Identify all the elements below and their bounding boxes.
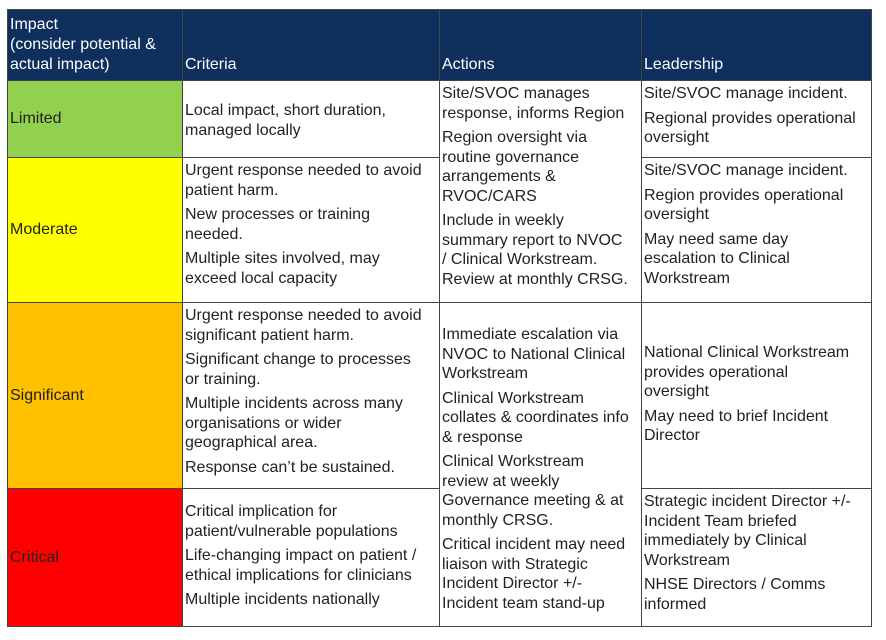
level-moderate: Moderate — [7, 157, 183, 303]
criteria-item: Urgent response needed to avoid signific… — [185, 307, 422, 344]
leadership-item: NHSE Directors / Comms informed — [644, 576, 826, 613]
leadership-item: Site/SVOC manage incident. — [644, 85, 848, 102]
level-limited: Limited — [7, 80, 183, 158]
header-impact-label: Impact (consider potential & actual impa… — [10, 16, 156, 73]
header-criteria-label: Criteria — [185, 56, 237, 73]
level-significant: Significant — [7, 302, 183, 489]
level-label: Critical — [10, 548, 59, 566]
level-label: Significant — [10, 386, 84, 404]
criteria-item: New processes or training needed. — [185, 206, 370, 243]
criteria-item: Significant change to processes or train… — [185, 351, 411, 388]
criteria-significant: Urgent response needed to avoid signific… — [182, 302, 440, 489]
header-leadership-label: Leadership — [644, 56, 724, 73]
criteria-item: Response can’t be sustained. — [185, 458, 395, 476]
criteria-item: Life-changing impact on patient / ethica… — [185, 547, 417, 584]
criteria-item: Multiple incidents across many organisat… — [185, 395, 403, 451]
criteria-item: Multiple incidents nationally — [185, 591, 380, 608]
criteria-item: Local impact, short duration, managed lo… — [185, 102, 386, 139]
header-leadership: Leadership — [641, 9, 872, 81]
leadership-item: Strategic incident Director +/- Incident… — [644, 493, 851, 569]
actions-item: Clinical Workstream collates & coordinat… — [442, 389, 629, 446]
leadership-item: Regional provides operational oversight — [644, 109, 856, 147]
criteria-item: Urgent response needed to avoid patient … — [185, 162, 422, 199]
criteria-item: Critical implication for patient/vulnera… — [185, 503, 398, 540]
leadership-item: National Clinical Workstream provides op… — [644, 344, 850, 400]
leadership-limited: Site/SVOC manage incident. Regional prov… — [641, 80, 872, 158]
leadership-item: May need to brief Incident Director — [644, 407, 829, 445]
level-label: Limited — [10, 110, 62, 127]
actions-limited-moderate: Site/SVOC manages response, informs Regi… — [439, 80, 642, 303]
criteria-critical: Critical implication for patient/vulnera… — [182, 488, 440, 627]
criteria-item: Multiple sites involved, may exceed loca… — [185, 250, 380, 287]
actions-item: Clinical Workstream review at weekly Gov… — [442, 453, 624, 529]
actions-item: Immediate escalation via NVOC to Nationa… — [442, 326, 626, 382]
impact-table: Impact (consider potential & actual impa… — [7, 9, 872, 627]
leadership-item: Region provides operational oversight — [644, 186, 844, 224]
leadership-item: May need same day escalation to Clinical… — [644, 230, 790, 287]
criteria-limited: Local impact, short duration, managed lo… — [182, 80, 440, 158]
level-label: Moderate — [10, 221, 78, 238]
actions-item: Critical incident may need liaison with … — [442, 536, 626, 612]
leadership-critical: Strategic incident Director +/- Incident… — [641, 488, 872, 627]
header-criteria: Criteria — [182, 9, 440, 81]
leadership-significant: National Clinical Workstream provides op… — [641, 302, 872, 489]
criteria-moderate: Urgent response needed to avoid patient … — [182, 157, 440, 303]
header-actions: Actions — [439, 9, 642, 81]
level-critical: Critical — [7, 488, 183, 627]
actions-item: Include in weekly summary report to NVOC… — [442, 212, 628, 288]
leadership-item: Site/SVOC manage incident. — [644, 162, 848, 179]
header-impact: Impact (consider potential & actual impa… — [7, 9, 183, 81]
actions-item: Site/SVOC manages response, informs Regi… — [442, 85, 625, 122]
leadership-moderate: Site/SVOC manage incident. Region provid… — [641, 157, 872, 303]
actions-item: Region oversight via routine governance … — [442, 129, 587, 205]
actions-significant-critical: Immediate escalation via NVOC to Nationa… — [439, 302, 642, 627]
header-actions-label: Actions — [442, 56, 495, 73]
